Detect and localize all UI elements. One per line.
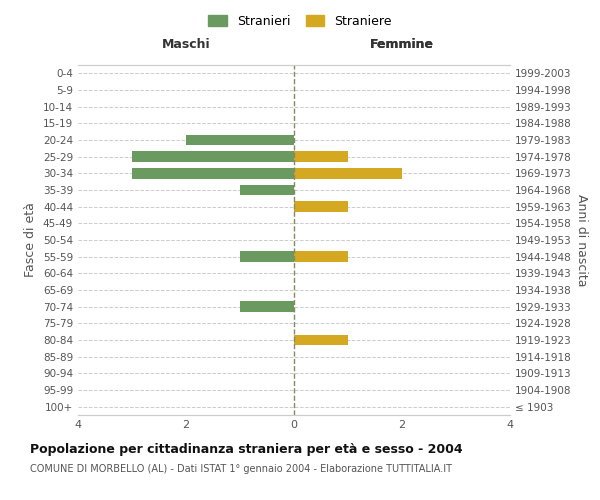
Legend: Stranieri, Straniere: Stranieri, Straniere	[205, 11, 395, 32]
Text: Femmine: Femmine	[370, 38, 434, 51]
Bar	[132, 151, 294, 162]
Bar	[294, 334, 348, 345]
Bar	[294, 168, 402, 179]
Bar	[240, 184, 294, 196]
Bar	[132, 168, 294, 179]
Bar	[186, 134, 294, 145]
Text: Femmine: Femmine	[370, 38, 434, 51]
Text: COMUNE DI MORBELLO (AL) - Dati ISTAT 1° gennaio 2004 - Elaborazione TUTTITALIA.I: COMUNE DI MORBELLO (AL) - Dati ISTAT 1° …	[30, 464, 452, 474]
Bar	[294, 151, 348, 162]
Text: Maschi: Maschi	[161, 38, 211, 51]
Bar	[240, 251, 294, 262]
Y-axis label: Anni di nascita: Anni di nascita	[575, 194, 588, 286]
Bar	[240, 301, 294, 312]
Bar	[294, 201, 348, 212]
Y-axis label: Fasce di età: Fasce di età	[25, 202, 37, 278]
Bar	[294, 251, 348, 262]
Text: Popolazione per cittadinanza straniera per età e sesso - 2004: Popolazione per cittadinanza straniera p…	[30, 442, 463, 456]
